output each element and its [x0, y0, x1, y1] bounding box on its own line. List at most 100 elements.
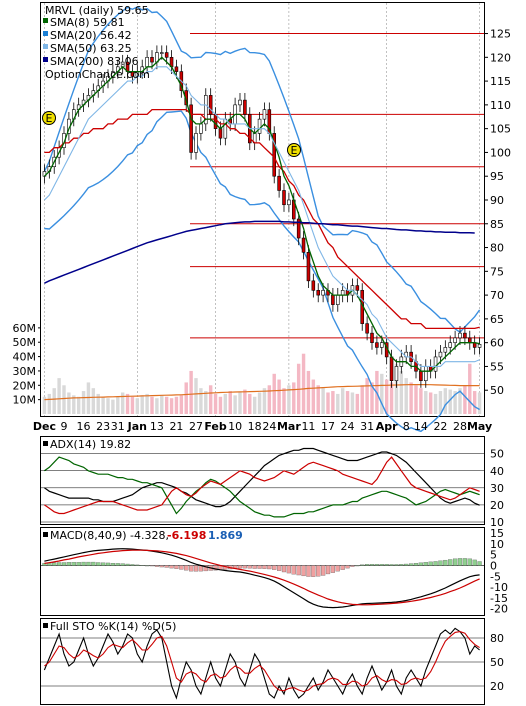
volume-bar — [257, 392, 262, 414]
macd-histogram-bar — [389, 564, 394, 566]
x-tick-label: 28 — [453, 420, 467, 433]
adx-tick-label: 10 — [490, 516, 504, 529]
volume-bar — [252, 396, 257, 414]
volume-bar — [204, 391, 208, 414]
volume-bar — [424, 391, 428, 414]
volume-bar — [233, 395, 237, 414]
volume-bar — [311, 379, 316, 414]
volume-bar — [448, 389, 452, 414]
candle-body — [321, 290, 325, 296]
volume-bar — [72, 395, 76, 414]
macd-histogram-bar — [154, 565, 159, 567]
macd-histogram-bar — [409, 563, 414, 566]
volume-bar — [248, 393, 252, 414]
volume-bar — [120, 392, 125, 414]
volume-bar — [160, 395, 164, 414]
macd-histogram-bar — [71, 562, 76, 566]
volume-bar — [86, 382, 91, 414]
price-tick-label: 120 — [490, 51, 511, 64]
price-tick-label: 65 — [490, 313, 504, 326]
macd-hist-value: 1.869 — [208, 529, 243, 542]
macd-histogram-bar — [384, 564, 389, 566]
macd-histogram-bar — [149, 565, 155, 567]
macd-histogram-bar — [277, 565, 282, 571]
macd-histogram-bar — [213, 565, 218, 571]
sto-tick-label: 80 — [490, 632, 504, 645]
volume-bar — [96, 393, 100, 414]
bollinger-upper-line — [43, 6, 481, 334]
macd-signal-line — [44, 549, 480, 606]
macd-line — [44, 548, 480, 609]
candle-body — [160, 52, 164, 54]
plus-di-line — [44, 456, 480, 518]
sma20-line — [44, 66, 480, 367]
candle-body — [458, 332, 462, 339]
macd-histogram-bar — [301, 565, 306, 577]
x-tick-label: 31 — [111, 420, 125, 433]
macd-histogram-bar — [306, 565, 311, 577]
volume-bar — [380, 373, 384, 414]
x-tick-label: Apr — [376, 420, 398, 433]
volume-bar — [238, 392, 242, 414]
volume-bar — [277, 379, 281, 414]
volume-bar — [404, 378, 408, 414]
price-tick-label: 115 — [490, 75, 511, 88]
volume-bar — [67, 392, 71, 414]
candle-body — [301, 237, 306, 253]
volume-bar — [365, 378, 369, 414]
volume-tick-label: 20M — [13, 379, 37, 392]
candle-body — [199, 123, 203, 134]
volume-bar — [111, 399, 115, 414]
macd-histogram-bar — [311, 565, 316, 577]
x-tick-label: 22 — [433, 420, 447, 433]
volume-bar — [350, 392, 355, 414]
x-tick-label: 17 — [321, 420, 335, 433]
volume-bar — [370, 382, 374, 414]
x-tick-label: Jan — [127, 420, 147, 433]
sma8-swatch — [43, 18, 48, 23]
volume-bar — [218, 396, 223, 414]
candle-body — [277, 175, 281, 191]
adx-line — [44, 447, 480, 508]
macd-histogram-bar — [66, 562, 71, 566]
volume-bar — [101, 396, 105, 414]
candle-body — [468, 337, 472, 343]
candle-body — [380, 342, 384, 348]
candle-body — [424, 366, 428, 382]
earnings-marker-1: E — [42, 111, 56, 125]
x-tick-label: 23 — [96, 420, 110, 433]
macd-histogram-bar — [272, 565, 277, 570]
volume-bar — [194, 378, 198, 414]
volume-bar — [306, 370, 311, 414]
volume-bar — [76, 396, 81, 414]
price-tick-label: 55 — [490, 360, 504, 373]
volume-bar — [394, 363, 399, 414]
x-tick-label: Feb — [204, 420, 227, 433]
macd-tick-label: 10 — [490, 538, 504, 551]
adx-tick-label: 50 — [490, 448, 504, 461]
sto-legend: Full STO %K(14) %D(5) — [43, 620, 176, 633]
macd-histogram-bar — [242, 565, 247, 569]
sma200-swatch — [43, 57, 48, 62]
sma50-swatch — [43, 44, 48, 49]
macd-histogram-bar — [203, 565, 208, 572]
adx-title: ADX(14) 19.82 — [50, 438, 131, 451]
price-tick-label: 90 — [490, 194, 504, 207]
earnings-marker-2: E — [287, 143, 301, 157]
macd-tick-label: 15 — [490, 527, 504, 540]
volume-bar — [47, 393, 52, 414]
volume-bar — [130, 396, 135, 414]
legend-sma8: SMA(8) 59.81 — [50, 16, 125, 29]
volume-bar — [336, 393, 340, 414]
macd-tick-label: 0 — [490, 560, 497, 573]
macd-histogram-bar — [418, 562, 423, 566]
macd-histogram-bar — [394, 564, 399, 566]
volume-bar — [458, 388, 462, 414]
candle-body — [389, 356, 394, 382]
macd-histogram-bar — [413, 563, 419, 566]
price-tick-label: 95 — [490, 170, 504, 183]
macd-tick-label: -20 — [490, 603, 508, 616]
candle-body — [150, 57, 154, 63]
candle-body — [306, 252, 311, 282]
